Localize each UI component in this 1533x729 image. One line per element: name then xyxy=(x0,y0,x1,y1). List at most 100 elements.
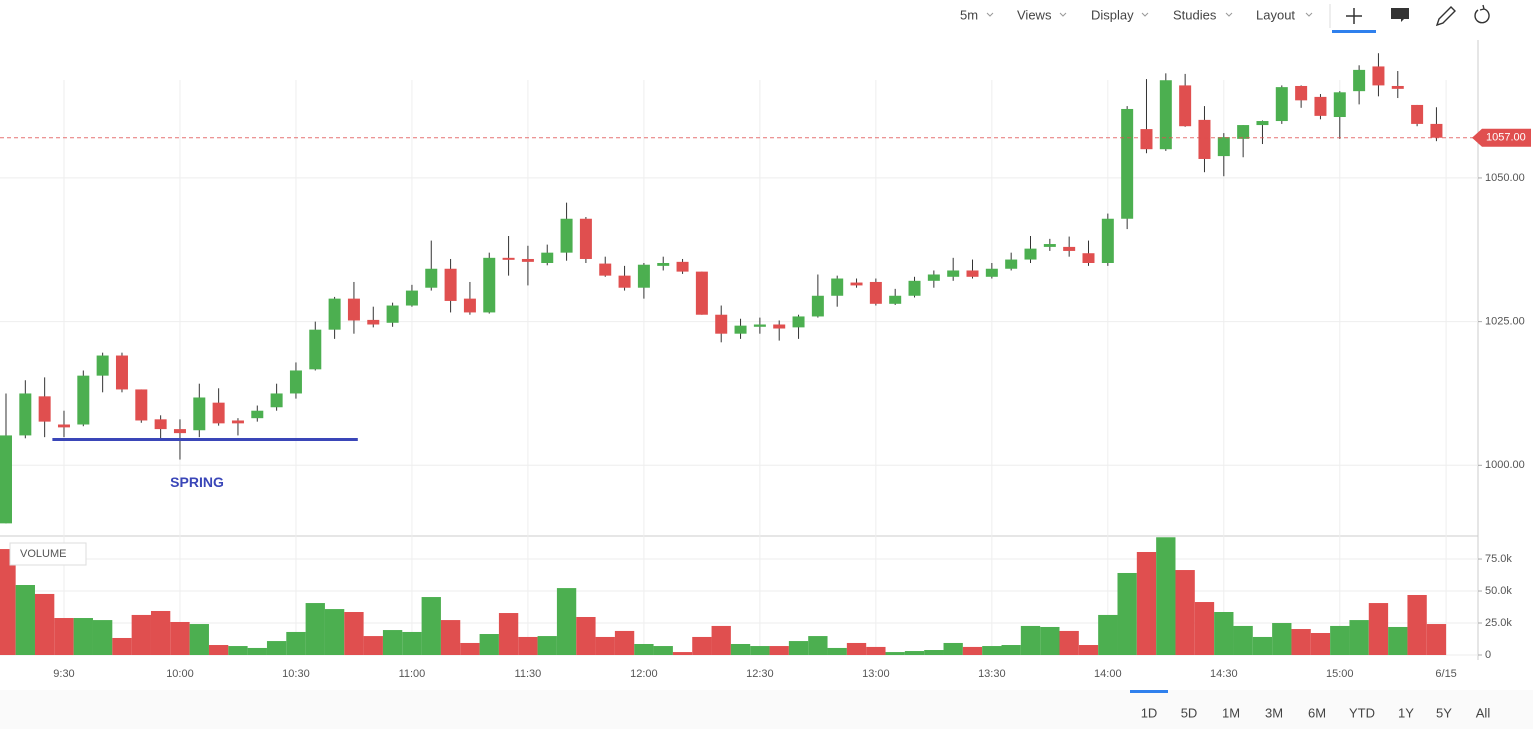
candle-body xyxy=(869,281,882,304)
comment-icon[interactable] xyxy=(1391,8,1409,22)
toolbar-item[interactable]: 5m xyxy=(960,7,978,22)
volume-bar xyxy=(247,647,267,655)
candle-body xyxy=(251,410,264,419)
toolbar: 5m Views Display Studies Layout xyxy=(960,4,1490,33)
volume-bar xyxy=(866,646,886,655)
candle-body xyxy=(734,325,747,334)
x-tick-label: 15:00 xyxy=(1326,668,1354,680)
candle-body xyxy=(270,393,283,408)
x-tick-label: 14:00 xyxy=(1094,668,1122,680)
candle-body xyxy=(502,257,515,260)
volume-bar xyxy=(1272,623,1292,655)
candle-body xyxy=(1217,137,1230,157)
candle-body xyxy=(444,268,457,301)
candle-body xyxy=(966,270,979,277)
candle-body xyxy=(1140,129,1153,150)
volume-bar xyxy=(808,636,828,655)
volume-bar xyxy=(1233,625,1253,655)
reset-icon[interactable] xyxy=(1474,4,1490,24)
toolbar-item[interactable]: Views xyxy=(1017,7,1052,22)
candle-body xyxy=(599,263,612,276)
y-tick-label: 1000.00 xyxy=(1485,459,1525,471)
x-tick-label: 9:30 xyxy=(53,668,74,680)
volume-label-box xyxy=(9,542,87,566)
candle-body xyxy=(831,278,844,296)
volume-bar xyxy=(266,641,287,655)
volume-bar xyxy=(518,636,538,655)
range-bar xyxy=(0,690,1533,729)
volume-bar xyxy=(344,612,364,655)
candle-body xyxy=(811,295,824,317)
range-button[interactable]: YTD xyxy=(1349,705,1375,720)
last-price-tag xyxy=(1472,128,1531,147)
volume-bar xyxy=(1407,594,1427,655)
volume-bar xyxy=(363,636,383,655)
active-tool xyxy=(1332,30,1376,33)
volume-bar xyxy=(1175,570,1195,655)
volume-bar xyxy=(498,613,519,655)
volume-bar xyxy=(711,625,731,655)
dropdown-arrows xyxy=(986,12,1313,17)
y2-tick-label: 0 xyxy=(1485,649,1491,661)
x-tick-label: 6/15 xyxy=(1435,668,1456,680)
toolbar-item[interactable]: Display xyxy=(1091,7,1134,22)
volume-bar xyxy=(92,620,113,655)
range-button[interactable]: 1Y xyxy=(1398,705,1414,720)
volume-bar xyxy=(208,645,229,655)
toolbar-item[interactable]: Studies xyxy=(1173,7,1217,22)
range-button[interactable]: 1D xyxy=(1141,705,1158,720)
volume-bar xyxy=(112,637,132,655)
candle-body xyxy=(1314,96,1327,116)
volume-bar xyxy=(730,643,751,655)
candle-body xyxy=(1256,121,1269,126)
candle-body xyxy=(792,316,805,328)
candle-body xyxy=(1237,125,1250,139)
x-tick-label: 12:00 xyxy=(630,668,658,680)
draw-icon[interactable] xyxy=(1435,6,1456,27)
range-button[interactable]: 5Y xyxy=(1436,705,1452,720)
volume-bar xyxy=(228,646,248,655)
toolbar-item[interactable]: Layout xyxy=(1256,7,1295,22)
volume-bar xyxy=(1194,602,1215,655)
y-tick-label: 1025.00 xyxy=(1485,316,1525,328)
candle-body xyxy=(154,419,167,430)
candle-body xyxy=(135,389,148,421)
candle-body xyxy=(927,274,940,281)
volume-bar xyxy=(904,651,925,655)
candle-body xyxy=(1391,85,1404,89)
range-button[interactable]: All xyxy=(1476,705,1491,720)
candle-body xyxy=(618,275,631,288)
range-button[interactable]: 3M xyxy=(1265,705,1283,720)
volume-bar xyxy=(131,614,151,655)
y2-tick-label: 25.0k xyxy=(1485,617,1512,629)
candle-body xyxy=(405,290,418,306)
candle-body xyxy=(1333,92,1346,118)
volume-bar xyxy=(1098,614,1118,655)
x-tick-label: 10:30 xyxy=(282,668,310,680)
volume-bar xyxy=(769,646,789,655)
volume-bar xyxy=(1426,624,1447,655)
crosshair-icon[interactable] xyxy=(1346,8,1362,24)
x-tick-label: 13:30 xyxy=(978,668,1006,680)
volume-bar xyxy=(1117,572,1137,655)
volume-bar xyxy=(1040,626,1060,655)
candle-body xyxy=(985,268,998,277)
x-tick-label: 10:00 xyxy=(166,668,194,680)
x-tick-label: 13:00 xyxy=(862,668,890,680)
candle-body xyxy=(1353,69,1366,92)
volume-bar xyxy=(440,620,461,655)
candle-body xyxy=(657,262,670,266)
candle-body xyxy=(773,324,786,329)
volume-bar xyxy=(150,610,171,655)
candle-body xyxy=(715,314,728,334)
volume-bar xyxy=(672,652,693,655)
range-button[interactable]: 6M xyxy=(1308,705,1326,720)
range-button[interactable]: 1M xyxy=(1222,705,1240,720)
candle-body xyxy=(1179,85,1192,127)
range-button[interactable]: 5D xyxy=(1181,705,1198,720)
candle-body xyxy=(57,424,70,428)
candle-body xyxy=(212,402,225,424)
volume-bar xyxy=(576,616,596,655)
